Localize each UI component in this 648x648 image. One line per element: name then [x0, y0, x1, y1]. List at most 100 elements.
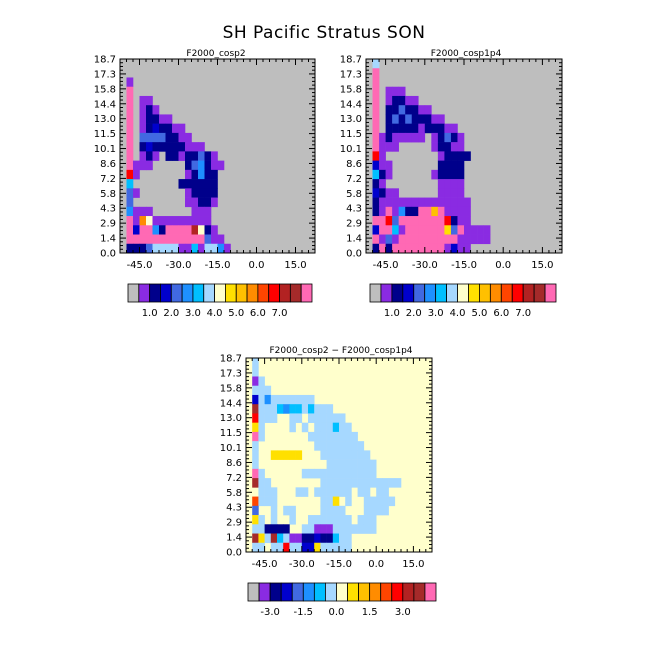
heatmap-cell — [326, 431, 334, 442]
heatmap-cell — [258, 478, 265, 488]
heatmap-cell — [411, 95, 419, 106]
heatmap-cell — [320, 478, 327, 488]
heatmap-cell — [450, 151, 458, 161]
heatmap-cell — [392, 234, 399, 245]
colorbar-swatch — [214, 283, 226, 303]
heatmap-cell — [351, 468, 358, 479]
x-tick-label: 0.0 — [495, 260, 511, 271]
heatmap-cell — [326, 505, 334, 516]
heatmap-cell — [185, 151, 192, 161]
heatmap-cell — [450, 206, 458, 217]
heatmap-cell — [146, 160, 153, 171]
heatmap-cell — [398, 86, 406, 97]
heatmap-cell — [379, 234, 386, 245]
heatmap-cell — [345, 459, 352, 470]
heatmap-cell — [424, 123, 432, 134]
heatmap-cell — [320, 450, 327, 460]
heatmap-cell — [385, 142, 393, 152]
heatmap-cell — [339, 524, 346, 534]
heatmap-cell — [146, 114, 153, 124]
heatmap-cell — [126, 225, 134, 235]
heatmap-cell — [172, 216, 179, 226]
heatmap-cell — [191, 179, 199, 189]
y-tick-label: 7.2 — [226, 473, 242, 484]
heatmap-cell — [211, 160, 218, 171]
heatmap-cell — [126, 132, 134, 143]
heatmap-cell — [252, 385, 259, 396]
heatmap-cell — [252, 394, 259, 405]
heatmap-cell — [178, 123, 186, 134]
heatmap-cell — [289, 515, 296, 525]
heatmap-cell — [483, 225, 491, 235]
heatmap-cell — [372, 77, 380, 88]
heatmap-cell — [198, 234, 205, 245]
heatmap-cell — [431, 206, 439, 217]
heatmap-cell — [191, 169, 199, 180]
heatmap-cell — [204, 179, 212, 189]
heatmap-cell — [388, 496, 396, 507]
heatmap-cell — [252, 358, 259, 368]
heatmap-cell — [252, 404, 259, 414]
heatmap-cell — [320, 441, 327, 451]
heatmap-cell — [308, 515, 315, 525]
heatmap-cell — [172, 225, 179, 235]
heatmap-cell — [363, 478, 371, 488]
heatmap-cell — [295, 404, 303, 414]
heatmap-cell — [405, 225, 413, 235]
heatmap-cell — [198, 243, 205, 254]
heatmap-cell — [252, 533, 259, 544]
colorbar-swatch — [380, 582, 393, 602]
heatmap-cell — [339, 533, 346, 544]
heatmap-cell — [372, 188, 380, 198]
heatmap-cell — [457, 206, 465, 217]
y-tick-label: 2.9 — [346, 219, 362, 230]
heatmap-cell — [483, 234, 491, 245]
x-tick-label: 0.0 — [368, 559, 384, 570]
heatmap-cell — [444, 151, 452, 161]
heatmap-cell — [405, 243, 413, 254]
heatmap-cell — [283, 524, 290, 534]
heatmap-cell — [351, 524, 358, 534]
heatmap-cell — [372, 243, 380, 254]
heatmap-cell — [146, 216, 153, 226]
heatmap-cell — [372, 95, 380, 106]
colorbar-swatch — [192, 283, 205, 303]
heatmap-cell — [431, 225, 439, 235]
heatmap-cell — [126, 95, 134, 106]
heatmap-cell — [198, 142, 205, 152]
heatmap-cell — [152, 216, 160, 226]
heatmap-cell — [437, 160, 445, 171]
heatmap-cell — [418, 206, 426, 217]
heatmap-cell — [398, 206, 406, 217]
heatmap-cell — [146, 225, 153, 235]
heatmap-cell — [424, 114, 432, 124]
heatmap-cell — [258, 422, 265, 433]
heatmap-cell — [191, 216, 199, 226]
heatmap-cell — [444, 132, 452, 143]
colorbar-label: 6.0 — [493, 308, 509, 319]
heatmap-cell — [332, 524, 340, 534]
heatmap-cell — [198, 188, 205, 198]
heatmap-cell — [392, 105, 399, 115]
heatmap-cell — [379, 151, 386, 161]
heatmap-cell — [379, 188, 386, 198]
heatmap-cell — [314, 404, 321, 414]
colorbar-label: 3.0 — [185, 308, 201, 319]
heatmap-cell — [470, 234, 478, 245]
heatmap-cell — [372, 234, 380, 245]
heatmap-cell — [139, 105, 147, 115]
heatmap-cell — [372, 160, 380, 171]
heatmap-cell — [382, 487, 389, 497]
heatmap-cell — [270, 542, 278, 553]
heatmap-cell — [152, 225, 160, 235]
heatmap-cell — [185, 179, 192, 189]
y-tick-label: 4.3 — [346, 204, 362, 215]
heatmap-cell — [146, 142, 153, 152]
heatmap-cell — [326, 496, 334, 507]
heatmap-cell — [133, 188, 140, 198]
heatmap-cell — [357, 487, 365, 497]
heatmap-cell — [339, 487, 346, 497]
y-tick-label: 4.3 — [100, 204, 116, 215]
heatmap-cell — [252, 505, 259, 516]
y-tick-label: 10.1 — [94, 144, 116, 155]
